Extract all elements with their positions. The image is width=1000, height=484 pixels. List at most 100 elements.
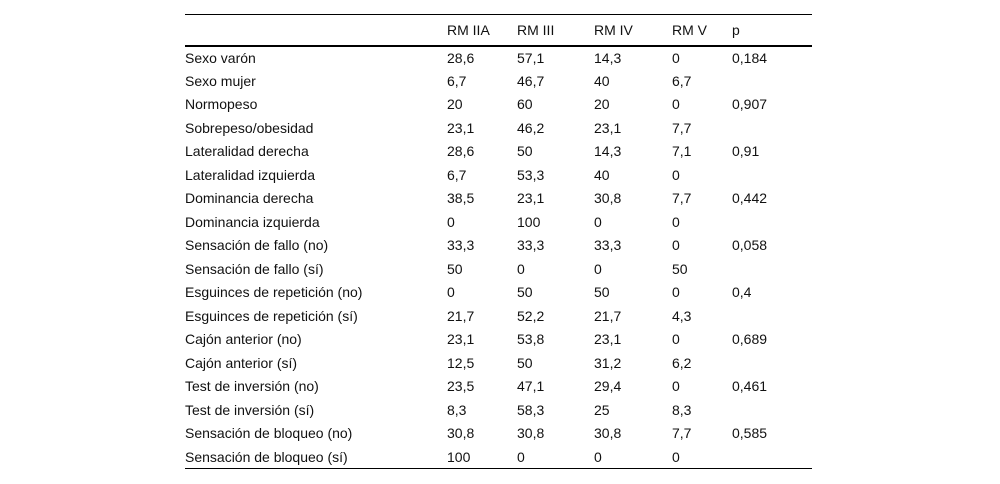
column-header-rm-v: RM V	[672, 14, 732, 47]
cell-value: 23,1	[517, 190, 545, 207]
cell-value: 8,3	[447, 401, 467, 418]
cell-value: 31,2	[594, 354, 622, 371]
cell-value: 23,1	[447, 119, 475, 136]
cell-value	[732, 398, 812, 422]
row-label: Dominancia derecha	[185, 190, 314, 207]
cell-value: 0,461	[732, 378, 768, 395]
cell-value: 6,7	[447, 72, 467, 89]
cell-value: 0,058	[732, 237, 768, 254]
cell-value: 0,689	[732, 331, 768, 348]
header-row: RM IIA RM III RM IV RM V p	[185, 14, 812, 47]
cell-value: 0	[672, 96, 680, 113]
cell-value: 33,3	[447, 237, 475, 254]
results-table: RM IIA RM III RM IV RM V p Sexo varón 28,…	[185, 14, 812, 469]
cell-value: 6,2	[672, 354, 692, 371]
row-label: Sexo varón	[185, 49, 256, 66]
cell-value: 28,6	[447, 49, 475, 66]
row-label: Dominancia izquierda	[185, 213, 320, 230]
cell-value	[732, 116, 812, 140]
cell-value: 20	[447, 96, 463, 113]
results-table-container: RM IIA RM III RM IV RM V p Sexo varón 28,…	[185, 14, 812, 469]
row-label: Esguinces de repetición (no)	[185, 284, 363, 301]
row-label: Esguinces de repetición (sí)	[185, 307, 358, 324]
column-header-rm-iia: RM IIA	[447, 14, 517, 47]
cell-value: 7,7	[672, 190, 692, 207]
cell-value: 21,7	[447, 307, 475, 324]
cell-value: 38,5	[447, 190, 475, 207]
cell-value: 0	[672, 378, 680, 395]
table-row: Esguinces de repetición (sí) 21,7 52,2 21,7…	[185, 304, 812, 328]
cell-value: 50	[672, 260, 688, 277]
column-header-rm-iii: RM III	[517, 14, 594, 47]
cell-value: 0	[672, 49, 680, 66]
row-label: Sobrepeso/obesidad	[185, 119, 314, 136]
cell-value: 50	[447, 260, 463, 277]
row-label: Lateralidad izquierda	[185, 166, 315, 183]
cell-value	[732, 69, 812, 93]
cell-value: 6,7	[447, 166, 467, 183]
cell-value: 20	[594, 96, 610, 113]
row-label: Lateralidad derecha	[185, 143, 309, 160]
table-row: Sensación de fallo (sí) 50 0 0 50	[185, 257, 812, 281]
cell-value: 50	[517, 354, 533, 371]
cell-value: 7,7	[672, 425, 692, 442]
cell-value: 0	[594, 448, 602, 465]
cell-value: 53,3	[517, 166, 545, 183]
cell-value: 50	[517, 284, 533, 301]
table-row: Cajón anterior (sí) 12,5 50 31,2 6,2	[185, 351, 812, 375]
cell-value: 0,91	[732, 143, 760, 160]
cell-value: 33,3	[594, 237, 622, 254]
cell-value: 52,2	[517, 307, 545, 324]
cell-value: 30,8	[594, 425, 622, 442]
table-row: Sexo varón 28,6 57,1 14,3 0 0,184	[185, 46, 812, 70]
table-row: Sexo mujer 6,7 46,7 40 6,7	[185, 69, 812, 93]
row-label: Sensación de fallo (sí)	[185, 260, 324, 277]
cell-value: 40	[594, 72, 610, 89]
table-row: Sensación de bloqueo (sí) 100 0 0 0	[185, 445, 812, 469]
cell-value: 29,4	[594, 378, 622, 395]
table-row: Sobrepeso/obesidad 23,1 46,2 23,1 7,7	[185, 116, 812, 140]
table-row: Sensación de fallo (no) 33,3 33,3 33,3 0 0,05…	[185, 234, 812, 258]
cell-value: 0	[672, 448, 680, 465]
cell-value: 0,907	[732, 96, 768, 113]
cell-value: 23,5	[447, 378, 475, 395]
cell-value	[732, 304, 812, 328]
cell-value: 46,2	[517, 119, 545, 136]
cell-value: 50	[517, 143, 533, 160]
row-label: Test de inversión (no)	[185, 378, 319, 395]
cell-value: 7,1	[672, 143, 692, 160]
cell-value: 0	[672, 213, 680, 230]
table-row: Test de inversión (sí) 8,3 58,3 25 8,3	[185, 398, 812, 422]
table-row: Dominancia derecha 38,5 23,1 30,8 7,7 0,442	[185, 187, 812, 211]
cell-value: 0	[447, 284, 455, 301]
table-row: Sensación de bloqueo (no) 30,8 30,8 30,8 7,7…	[185, 422, 812, 446]
row-label: Sexo mujer	[185, 72, 256, 89]
cell-value: 47,1	[517, 378, 545, 395]
table-row: Lateralidad derecha 28,6 50 14,3 7,1 0,91	[185, 140, 812, 164]
cell-value: 6,7	[672, 72, 692, 89]
cell-value: 0	[594, 213, 602, 230]
row-label: Sensación de bloqueo (no)	[185, 425, 353, 442]
cell-value: 58,3	[517, 401, 545, 418]
cell-value: 50	[594, 284, 610, 301]
cell-value: 46,7	[517, 72, 545, 89]
cell-value: 21,7	[594, 307, 622, 324]
cell-value: 0	[517, 448, 525, 465]
cell-value: 0,184	[732, 49, 768, 66]
cell-value	[732, 351, 812, 375]
cell-value	[732, 257, 812, 281]
cell-value: 60	[517, 96, 533, 113]
column-header-p-value: p	[732, 14, 812, 47]
cell-value	[732, 163, 812, 187]
cell-value: 30,8	[594, 190, 622, 207]
cell-value: 4,3	[672, 307, 692, 324]
cell-value: 40	[594, 166, 610, 183]
cell-value: 0	[517, 260, 525, 277]
row-label: Sensación de fallo (no)	[185, 237, 329, 254]
row-label: Test de inversión (sí)	[185, 401, 315, 418]
table-row: Dominancia izquierda 0 100 0 0	[185, 210, 812, 234]
table-row: Lateralidad izquierda 6,7 53,3 40 0	[185, 163, 812, 187]
cell-value: 0	[447, 213, 455, 230]
cell-value: 0	[594, 260, 602, 277]
